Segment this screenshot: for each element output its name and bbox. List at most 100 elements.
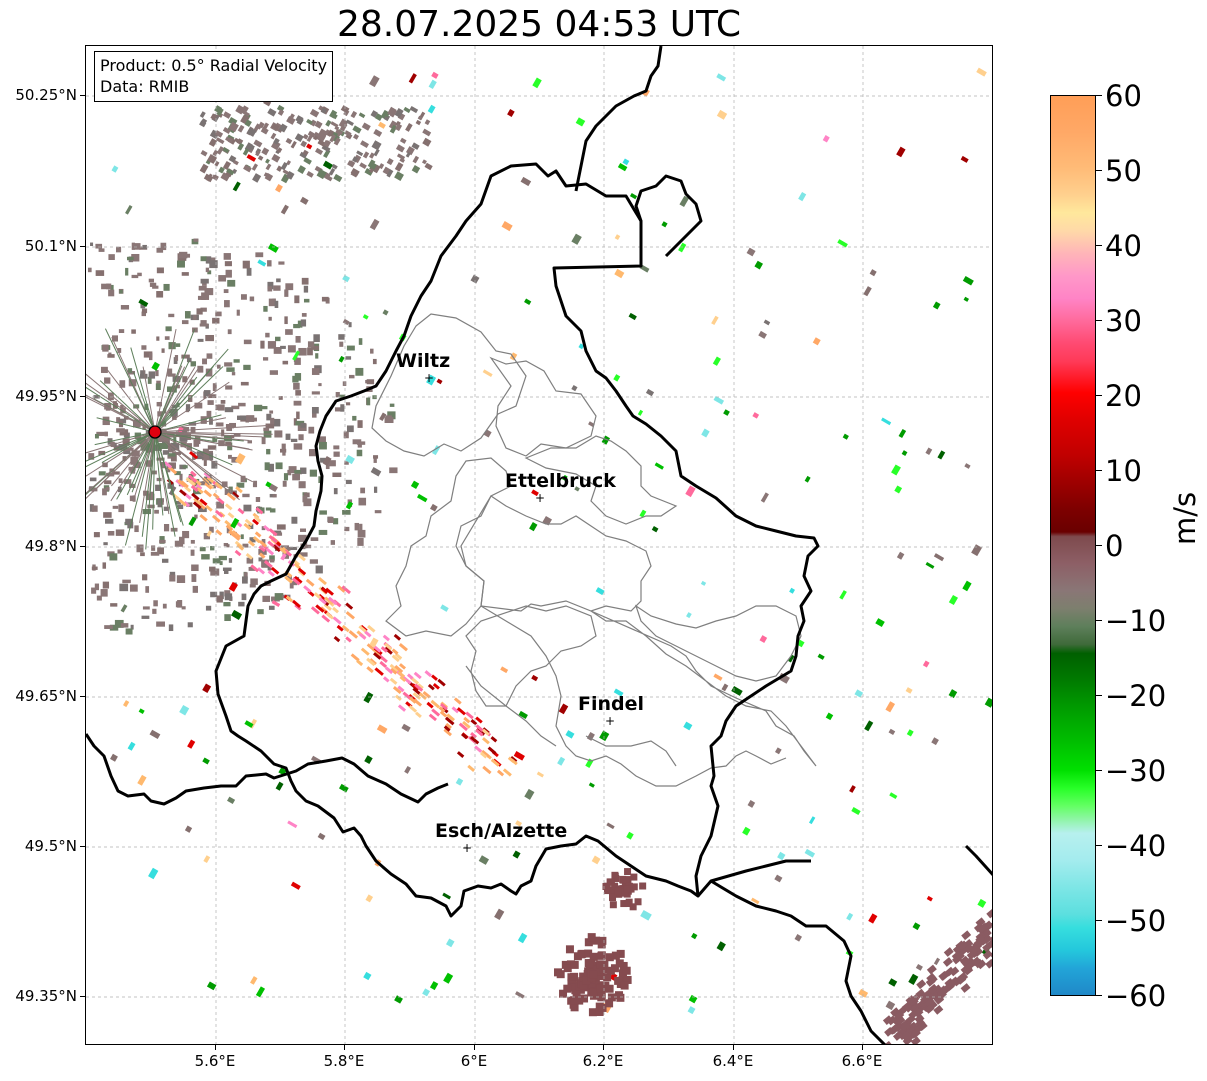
radar-echo-pixel xyxy=(754,260,763,270)
radar-echo-pixel xyxy=(317,139,327,148)
radar-echo-pixel xyxy=(443,972,454,984)
radar-echo-pixel xyxy=(335,128,344,135)
radar-echo-pixel xyxy=(199,547,206,552)
radar-echo-pixel xyxy=(394,665,404,674)
radar-echo-pixel xyxy=(713,673,723,681)
radar-echo-pixel xyxy=(315,565,323,574)
radar-echo-pixel xyxy=(200,149,208,157)
radar-echo-pixel xyxy=(123,448,131,455)
radar-echo-pixel xyxy=(238,402,246,407)
city-label-wiltz: Wiltz xyxy=(396,350,451,372)
radar-echo-pixel xyxy=(571,233,582,245)
radar-echo-pixel xyxy=(192,585,198,593)
radar-echo-pixel xyxy=(683,721,693,731)
radar-echo-pixel xyxy=(863,286,872,297)
radar-echo-pixel xyxy=(270,132,277,140)
radar-map[interactable] xyxy=(85,45,993,1045)
radar-echo-pixel xyxy=(255,150,261,157)
radar-echo-pixel xyxy=(294,295,300,304)
radar-echo-pixel xyxy=(900,1030,911,1041)
radar-echo-pixel xyxy=(943,947,954,957)
radar-echo-pixel xyxy=(292,350,300,361)
radar-echo-pixel xyxy=(352,415,357,421)
radar-echo-pixel xyxy=(624,868,632,876)
radar-echo-pixel xyxy=(265,547,275,556)
radar-echo-pixel xyxy=(191,574,197,582)
radar-echo-pixel xyxy=(257,259,267,267)
radar-echo-pixel xyxy=(128,466,136,471)
radar-echo-pixel xyxy=(960,956,971,967)
radar-echo-pixel xyxy=(210,591,218,598)
radar-echo-pixel xyxy=(108,254,115,260)
radar-echo-pixel xyxy=(875,618,885,627)
radar-echo-pixel xyxy=(268,316,272,321)
radar-echo-pixel xyxy=(127,368,133,373)
radar-echo-pixel xyxy=(227,279,236,287)
lat-tick-label: 49.95°N xyxy=(15,387,77,405)
radar-echo-pixel xyxy=(345,501,354,510)
radar-echo-pixel xyxy=(276,278,281,283)
radar-echo-pixel xyxy=(482,728,490,736)
radar-echo-pixel xyxy=(179,704,190,716)
city-label-esch-alzette: Esch/Alzette xyxy=(435,820,568,842)
colorbar-tick-mark xyxy=(1096,620,1102,621)
radar-echo-pixel xyxy=(274,300,279,308)
radar-echo-pixel xyxy=(565,730,575,739)
radar-echo-pixel xyxy=(290,438,298,443)
radar-echo-pixel xyxy=(424,670,432,678)
radar-echo-pixel xyxy=(201,554,210,560)
radar-echo-pixel xyxy=(231,456,240,463)
radar-echo-pixel xyxy=(202,683,212,693)
radar-echo-pixel xyxy=(293,562,302,570)
radar-echo-pixel xyxy=(774,874,783,883)
radar-echo-pixel xyxy=(345,402,351,406)
radar-echo-pixel xyxy=(910,1036,921,1044)
radar-echo-pixel xyxy=(358,112,366,119)
radar-echo-pixel xyxy=(392,686,402,695)
radar-echo-pixel xyxy=(183,501,191,508)
radar-echo-pixel xyxy=(467,764,476,772)
colorbar-tick-mark xyxy=(1096,695,1102,696)
radar-echo-pixel xyxy=(300,319,307,327)
colorbar-tick-mark xyxy=(1096,545,1102,546)
radar-echo-pixel xyxy=(570,1003,579,1012)
radar-echo-pixel xyxy=(262,357,269,361)
radar-echo-pixel xyxy=(288,466,297,474)
radar-echo-pixel xyxy=(301,313,307,317)
radar-echo-pixel xyxy=(798,192,807,202)
radar-echo-pixel xyxy=(623,900,631,908)
radar-echo-pixel xyxy=(307,341,315,348)
radar-echo-pixel xyxy=(112,335,118,342)
radar-echo-spoke xyxy=(154,431,184,526)
radar-echo-pixel xyxy=(345,611,355,620)
radar-echo-pixel xyxy=(294,133,304,143)
radar-echo-pixel xyxy=(279,547,287,555)
radar-echo-pixel xyxy=(268,535,278,544)
radar-echo-pixel xyxy=(661,221,668,228)
radar-echo-pixel xyxy=(112,401,117,409)
colorbar-tick-label: −60 xyxy=(1105,979,1167,1013)
radar-echo-pixel xyxy=(131,274,139,279)
radar-echo-pixel xyxy=(252,536,261,544)
radar-echo-pixel xyxy=(393,633,402,641)
radar-echo-pixel xyxy=(402,691,412,701)
radar-echo-pixel xyxy=(103,512,112,518)
radar-echo-pixel xyxy=(977,898,987,908)
radar-echo-pixel xyxy=(518,710,528,719)
radar-echo-pixel xyxy=(159,539,166,544)
radar-echo-pixel xyxy=(342,318,350,326)
radar-echo-pixel xyxy=(894,1010,905,1021)
radar-echo-pixel xyxy=(629,192,638,200)
radar-echo-pixel xyxy=(145,586,150,593)
radar-echo-pixel xyxy=(585,959,594,968)
radar-echo-pixel xyxy=(379,660,388,669)
radar-echo-pixel xyxy=(316,168,327,180)
radar-echo-pixel xyxy=(212,558,221,564)
radar-echo-pixel xyxy=(297,320,303,328)
lat-tick-label: 50.1°N xyxy=(24,237,77,255)
radar-echo-pixel xyxy=(529,522,538,532)
radar-echo-pixel xyxy=(215,422,224,427)
radar-echo-pixel xyxy=(200,278,209,284)
radar-echo-pixel xyxy=(589,952,598,961)
radar-echo-pixel xyxy=(589,988,598,997)
